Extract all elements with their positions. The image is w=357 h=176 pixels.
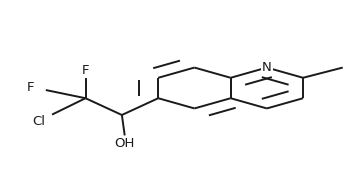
Text: Cl: Cl xyxy=(32,115,45,128)
Text: N: N xyxy=(262,61,272,74)
Text: F: F xyxy=(27,81,35,95)
Text: OH: OH xyxy=(115,137,135,150)
Text: F: F xyxy=(82,64,89,77)
